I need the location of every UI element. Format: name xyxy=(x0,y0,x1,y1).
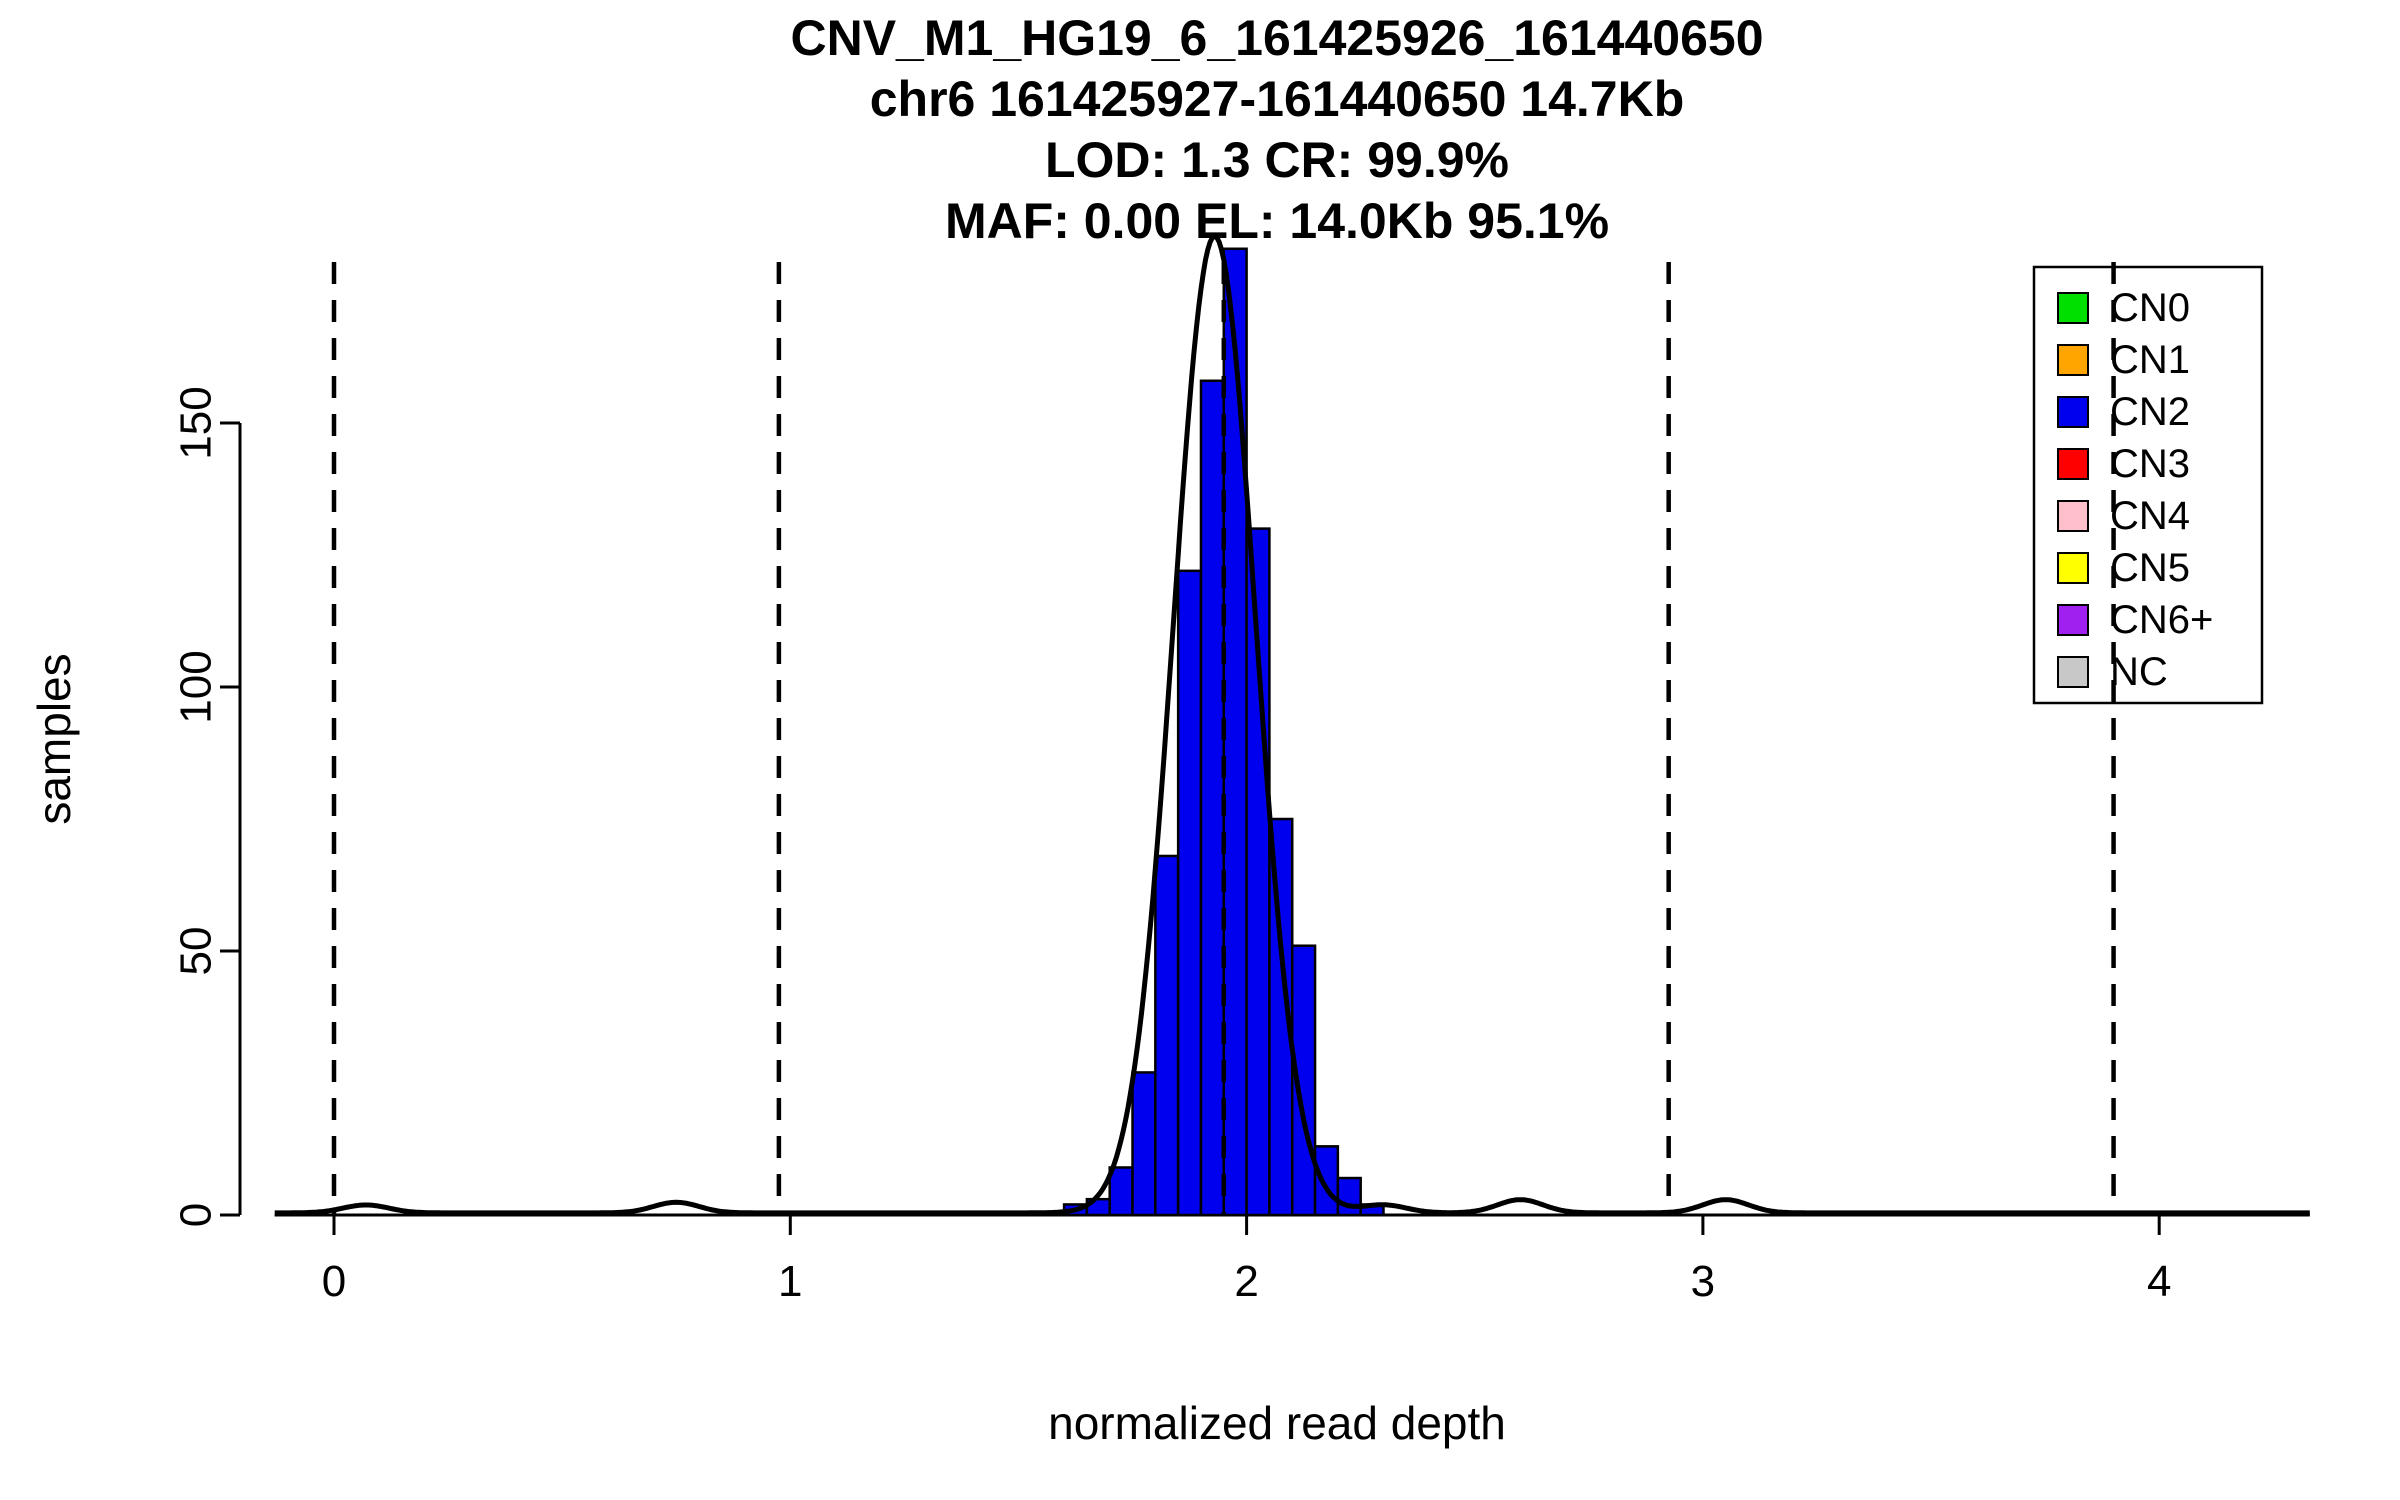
legend-label-cn3: CN3 xyxy=(2110,442,2190,486)
x-tick-label: 1 xyxy=(778,1257,802,1306)
legend-swatch-cn5 xyxy=(2057,552,2089,584)
histogram-bar xyxy=(1154,854,1180,1217)
legend-swatch-cn2 xyxy=(2057,396,2089,428)
legend-swatch-cn4 xyxy=(2057,500,2089,532)
legend-swatch-nc xyxy=(2057,656,2089,688)
x-axis-label: normalized read depth xyxy=(1048,1397,1506,1449)
y-tick-label: 0 xyxy=(172,1203,221,1227)
histogram-bar xyxy=(1108,1166,1134,1217)
histogram-bar xyxy=(1199,379,1226,1217)
legend-swatch-cn0 xyxy=(2057,292,2089,324)
legend-label-cn5: CN5 xyxy=(2110,546,2190,590)
histogram-bar xyxy=(1336,1176,1362,1217)
legend-label-nc: NC xyxy=(2110,650,2168,694)
legend-label-cn1: CN1 xyxy=(2110,338,2190,382)
legend-swatch-cn6+ xyxy=(2057,604,2089,636)
y-tick-label: 50 xyxy=(172,927,221,976)
x-tick-label: 4 xyxy=(2147,1257,2171,1306)
y-tick-label: 150 xyxy=(172,386,221,459)
legend-label-cn2: CN2 xyxy=(2110,390,2190,434)
title-line-3: LOD: 1.3 CR: 99.9% xyxy=(1044,132,1509,188)
x-tick-label: 0 xyxy=(322,1257,346,1306)
x-tick-label: 2 xyxy=(1234,1257,1258,1306)
histogram-bar xyxy=(1313,1145,1340,1217)
density-curve xyxy=(274,233,2310,1216)
legend-swatch-cn1 xyxy=(2057,344,2089,376)
legend-label-cn6+: CN6+ xyxy=(2110,598,2213,642)
histogram-bar xyxy=(1131,1071,1157,1217)
chart-title-block: CNV_M1_HG19_6_161425926_161440650 chr6 1… xyxy=(277,8,2277,252)
legend-swatch-cn3 xyxy=(2057,448,2089,480)
legend-label-cn4: CN4 xyxy=(2110,494,2190,538)
x-tick-label: 3 xyxy=(1691,1257,1715,1306)
title-line-1: CNV_M1_HG19_6_161425926_161440650 xyxy=(790,10,1764,66)
legend-label-cn0: CN0 xyxy=(2110,286,2190,330)
histogram-bar xyxy=(1176,569,1203,1217)
y-tick-label: 100 xyxy=(172,650,221,723)
histogram-bar xyxy=(1222,247,1248,1217)
title-line-4: MAF: 0.00 EL: 14.0Kb 95.1% xyxy=(944,193,1610,249)
title-line-2: chr6 161425927-161440650 14.7Kb xyxy=(869,71,1685,127)
